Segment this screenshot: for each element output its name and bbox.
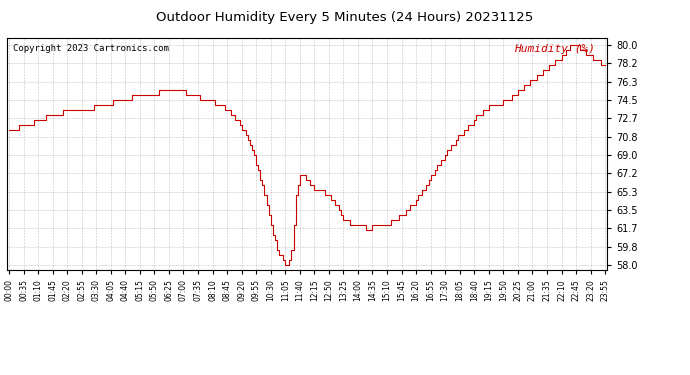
Text: Outdoor Humidity Every 5 Minutes (24 Hours) 20231125: Outdoor Humidity Every 5 Minutes (24 Hou… — [157, 11, 533, 24]
Text: Humidity (%): Humidity (%) — [514, 45, 595, 54]
Text: Copyright 2023 Cartronics.com: Copyright 2023 Cartronics.com — [13, 45, 169, 54]
